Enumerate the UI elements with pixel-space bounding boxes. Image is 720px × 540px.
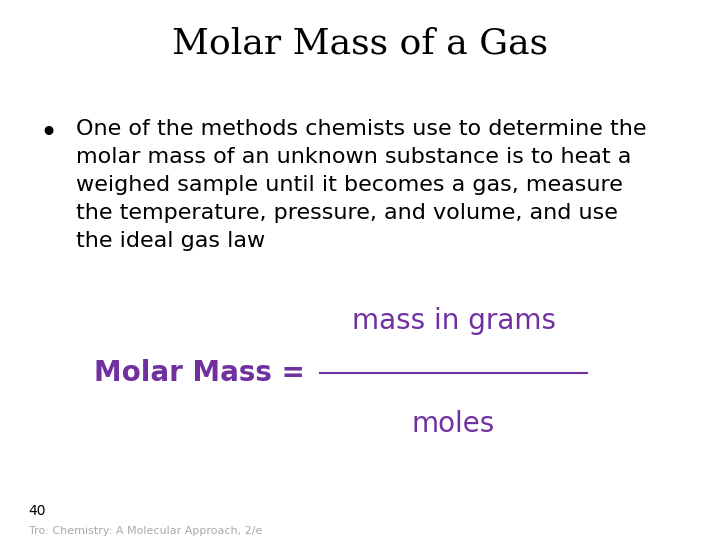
Text: mass in grams: mass in grams bbox=[351, 307, 556, 335]
Text: Molar Mass =: Molar Mass = bbox=[94, 359, 314, 387]
Text: Molar Mass of a Gas: Molar Mass of a Gas bbox=[172, 27, 548, 61]
Text: 40: 40 bbox=[29, 504, 46, 518]
Text: •: • bbox=[40, 119, 58, 148]
Text: One of the methods chemists use to determine the
molar mass of an unknown substa: One of the methods chemists use to deter… bbox=[76, 119, 646, 251]
Text: moles: moles bbox=[412, 410, 495, 438]
Text: Tro: Chemistry: A Molecular Approach, 2/e: Tro: Chemistry: A Molecular Approach, 2/… bbox=[29, 526, 262, 537]
